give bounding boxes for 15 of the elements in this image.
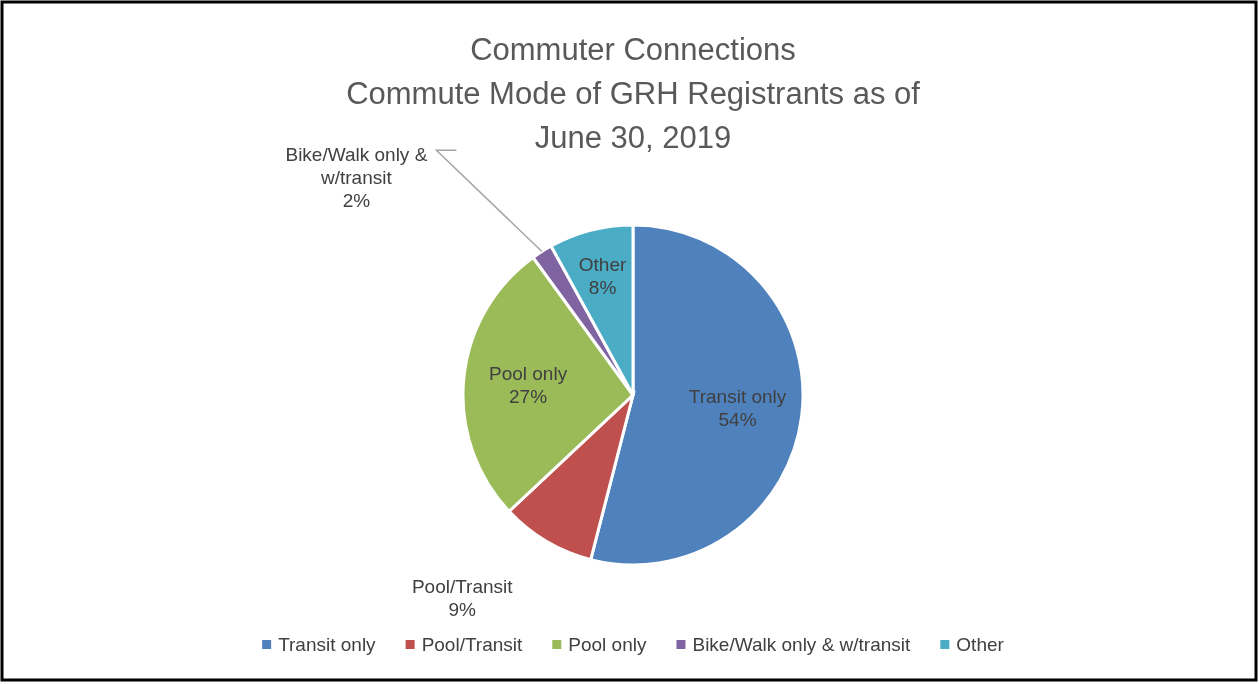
data-label: 2% [342, 190, 371, 212]
legend-label: Pool/Transit [421, 634, 524, 655]
data-label: 54% [718, 408, 757, 430]
legend-label: Transit only [278, 634, 377, 655]
legend-label: Bike/Walk only & w/transit [692, 634, 912, 655]
legend-label: Other [956, 634, 1005, 655]
data-label: 8% [588, 276, 617, 298]
slice-label: Bike/Walk only & w/transit [285, 144, 428, 189]
data-label: 9% [448, 599, 477, 621]
data-label: 27% [509, 385, 548, 407]
slice-label: Other [578, 253, 627, 275]
slice-label: Transit only [688, 385, 787, 407]
slice-label: Pool/Transit [411, 576, 514, 598]
legend-label: Pool only [568, 634, 647, 655]
slice-label: Pool only [488, 362, 568, 384]
